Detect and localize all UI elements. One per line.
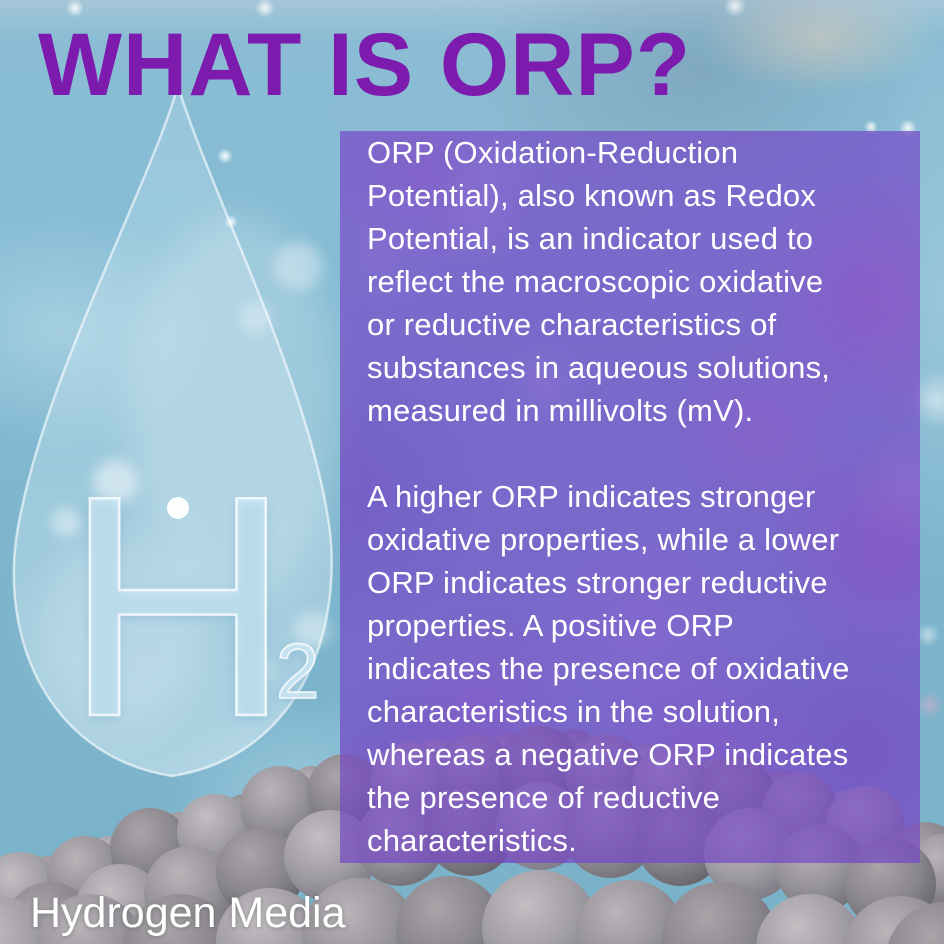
text-panel: ORP (Oxidation-Reduction Potential), als…	[340, 131, 920, 863]
page-title: WHAT IS ORP?	[38, 14, 692, 114]
paragraph-orp-interpretation: A higher ORP indicates stronger oxidativ…	[367, 479, 850, 858]
hydrogen-symbol: H	[63, 430, 293, 782]
hydrogen-subscript: 2	[275, 627, 320, 715]
watermark: Hydrogen Media	[30, 889, 346, 937]
water-droplet-illustration	[12, 81, 340, 778]
paragraph-orp-definition: ORP (Oxidation-Reduction Potential), als…	[367, 135, 831, 428]
